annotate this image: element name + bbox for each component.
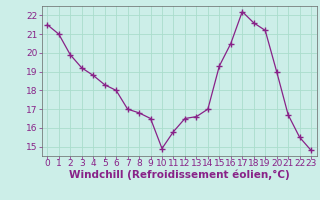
- X-axis label: Windchill (Refroidissement éolien,°C): Windchill (Refroidissement éolien,°C): [69, 169, 290, 180]
